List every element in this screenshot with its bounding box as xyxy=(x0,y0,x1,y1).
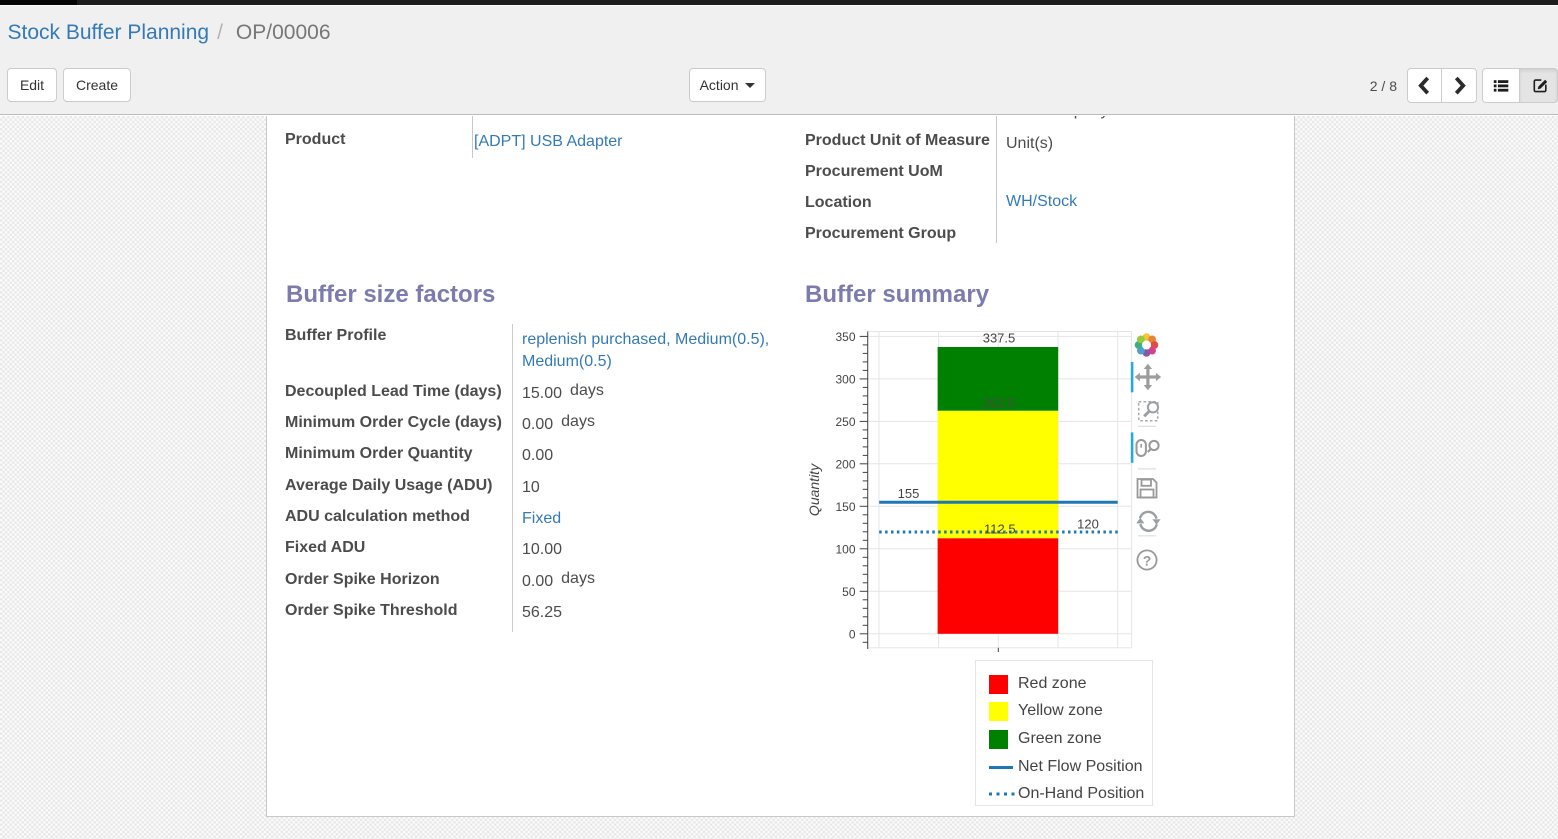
svg-text:112.5: 112.5 xyxy=(984,522,1016,537)
svg-text:50: 50 xyxy=(842,585,856,599)
svg-text:150: 150 xyxy=(835,500,855,514)
svg-text:155: 155 xyxy=(898,486,920,501)
svg-text:Quantity: Quantity xyxy=(806,463,822,516)
svg-text:350: 350 xyxy=(835,330,855,344)
svg-text:120: 120 xyxy=(1077,516,1099,531)
svg-text:?: ? xyxy=(1143,552,1152,568)
svg-text:262.5: 262.5 xyxy=(983,395,1016,410)
svg-text:200: 200 xyxy=(835,457,855,471)
svg-text:0: 0 xyxy=(849,627,856,641)
svg-text:100: 100 xyxy=(835,542,855,556)
svg-text:337.5: 337.5 xyxy=(983,330,1016,345)
svg-text:250: 250 xyxy=(835,415,855,429)
svg-text:300: 300 xyxy=(835,372,855,386)
